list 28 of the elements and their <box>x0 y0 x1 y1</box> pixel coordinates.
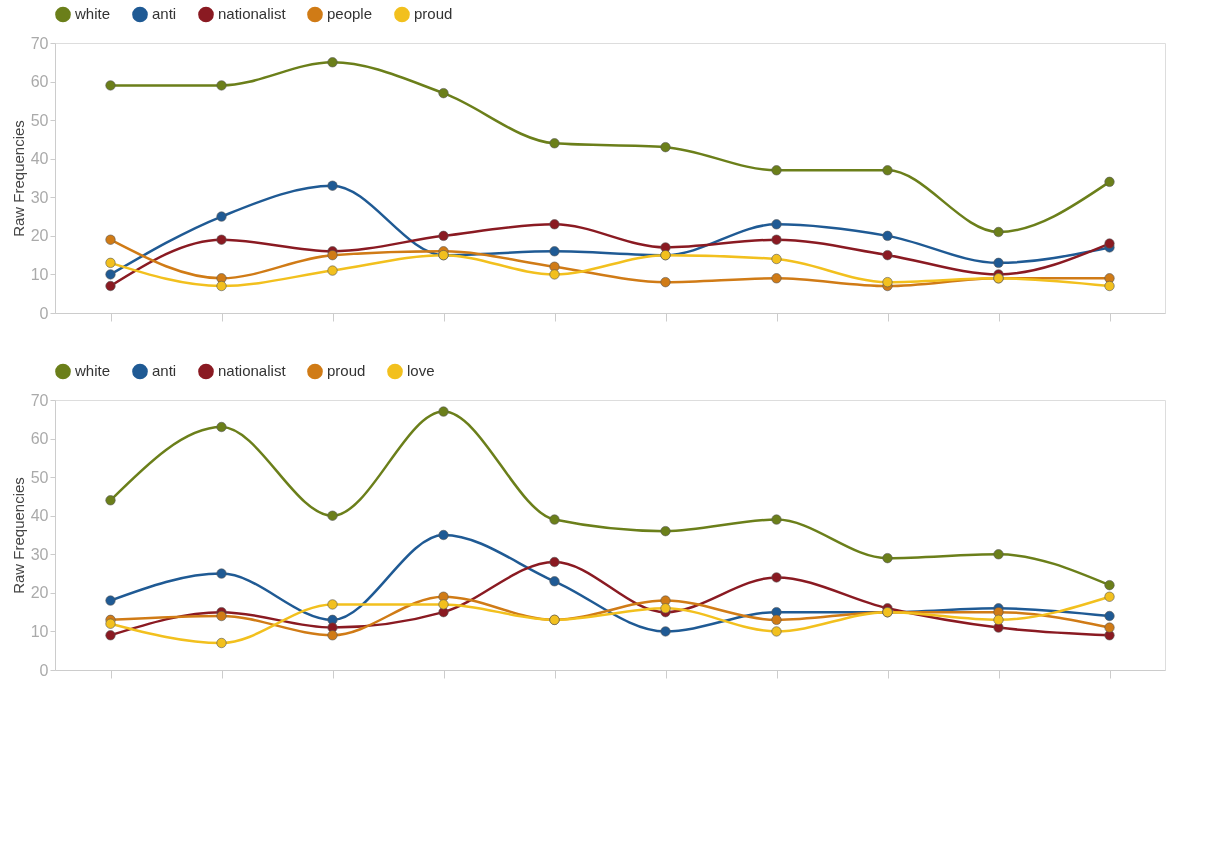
y-tick-label: 70 <box>30 391 49 409</box>
y-tick-label: 10 <box>30 622 49 640</box>
legend-label: anti <box>152 5 177 23</box>
legend-label: people <box>327 5 373 23</box>
legend-label: proud <box>414 5 453 23</box>
y-tick-label: 20 <box>30 227 49 245</box>
legend-label: white <box>74 362 111 380</box>
y-axis-title: Raw Frequencies <box>9 120 27 237</box>
y-tick-label: 40 <box>30 150 49 168</box>
legend-label: love <box>407 362 435 380</box>
y-tick-label: 70 <box>30 34 49 52</box>
y-tick-label: 20 <box>30 584 49 602</box>
y-tick-label: 50 <box>30 468 49 486</box>
legend-label: nationalist <box>218 362 287 380</box>
y-axis-title: Raw Frequencies <box>9 477 27 594</box>
legend-label: white <box>74 5 111 23</box>
y-tick-label: 40 <box>30 507 49 525</box>
y-tick-label: 50 <box>30 111 49 129</box>
y-tick-label: 60 <box>30 73 49 91</box>
y-tick-label: 60 <box>30 430 49 448</box>
y-tick-label: 0 <box>39 304 49 322</box>
y-tick-label: 0 <box>39 661 49 679</box>
y-tick-label: 30 <box>30 188 49 206</box>
legend-label: proud <box>327 362 366 380</box>
y-tick-label: 30 <box>30 545 49 563</box>
legend-label: nationalist <box>218 5 287 23</box>
legend-label: anti <box>152 362 177 380</box>
y-tick-label: 10 <box>30 265 49 283</box>
